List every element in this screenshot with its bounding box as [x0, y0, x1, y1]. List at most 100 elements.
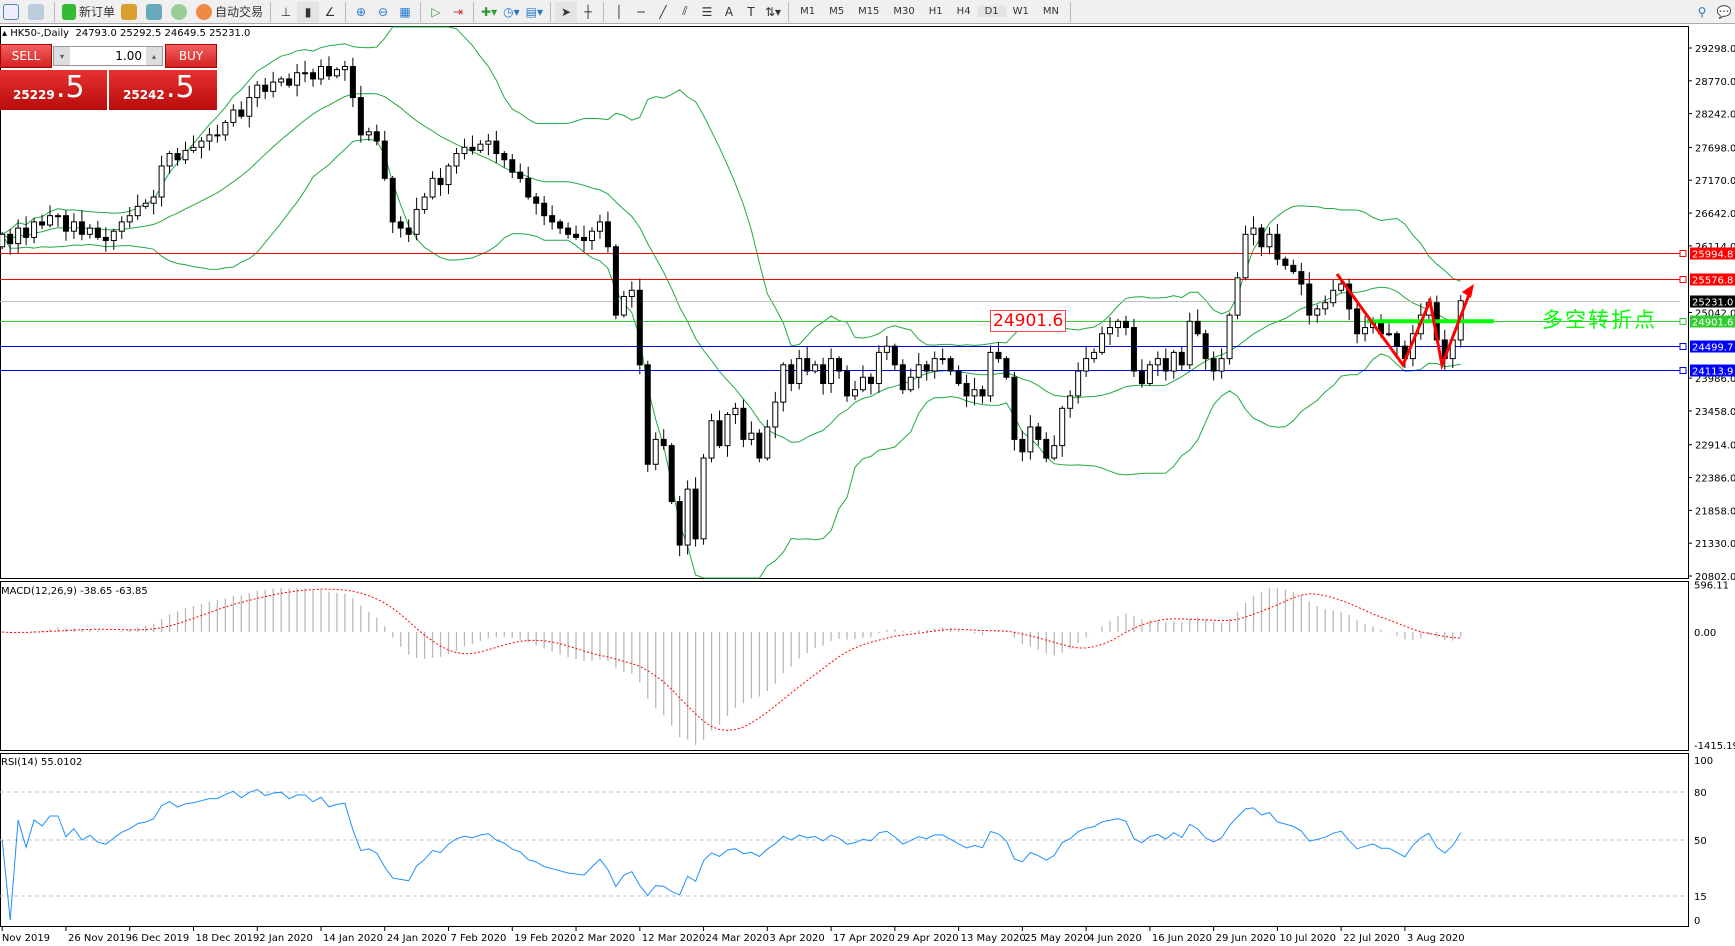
macd-axis-label: 596.11: [1694, 580, 1729, 591]
sell-price[interactable]: 25229 .5: [0, 70, 107, 110]
level-price-box: [1690, 273, 1735, 286]
timeframe-m1[interactable]: M1: [800, 6, 816, 17]
candle-bearish: [517, 171, 524, 179]
candle-bearish: [1035, 426, 1042, 440]
bar-chart-icon[interactable]: ⊥: [280, 4, 292, 19]
new-order-button[interactable]: 新订单: [59, 2, 118, 22]
periods-clock-icon[interactable]: ◷▾: [503, 4, 520, 19]
candle-bullish: [54, 215, 61, 218]
candle-bearish: [1019, 438, 1026, 453]
level-handle[interactable]: [1679, 276, 1687, 283]
candle-bullish: [318, 66, 324, 80]
date-axis-label: 26 Nov 2019: [68, 933, 132, 944]
candle-bearish: [397, 221, 404, 229]
candle-bullish: [1338, 283, 1345, 291]
candle-bullish: [883, 345, 890, 353]
candlestick-icon[interactable]: ▮: [297, 1, 320, 22]
fibonacci-icon[interactable]: ☰: [701, 4, 713, 19]
horizontal-line-icon[interactable]: ─: [637, 4, 645, 19]
sell-button[interactable]: SELL: [0, 44, 52, 68]
crosshair-icon[interactable]: ┼: [584, 4, 592, 19]
search-icon[interactable]: ⚲: [1697, 4, 1707, 19]
menu-list-icon[interactable]: [0, 2, 25, 22]
price-axis-label: 21858.0: [1695, 506, 1735, 517]
timeframe-m5[interactable]: M5: [829, 6, 845, 17]
auto-scroll-icon[interactable]: ▷: [431, 4, 441, 19]
metaeditor-icon[interactable]: [118, 2, 143, 22]
candle-bearish: [668, 445, 675, 503]
candle-bearish: [573, 233, 580, 238]
timeframe-m15[interactable]: M15: [858, 6, 880, 17]
candle-bullish: [1322, 302, 1329, 310]
zoom-out-icon[interactable]: ⊖: [378, 4, 389, 19]
zigzag-trendline[interactable]: [1335, 273, 1472, 371]
cursor-icon[interactable]: ➤: [554, 1, 577, 22]
candle-bullish: [1266, 233, 1273, 248]
chat-icon[interactable]: 💬: [1716, 4, 1732, 19]
date-axis-label: 6 Dec 2019: [132, 933, 190, 944]
chart-shift-icon[interactable]: ⇥: [453, 4, 464, 19]
candle-bullish: [1067, 395, 1074, 409]
date-axis-label: 22 Jul 2020: [1343, 933, 1400, 944]
terminal-icon[interactable]: [143, 2, 168, 22]
level-handle[interactable]: [1679, 367, 1687, 374]
timeframe-w1[interactable]: W1: [1012, 6, 1029, 17]
candle-bullish: [110, 230, 117, 242]
candle-bullish: [1250, 227, 1257, 235]
level-handle[interactable]: [1679, 318, 1687, 325]
lot-value[interactable]: 1.00: [115, 49, 142, 63]
candle-bullish: [445, 165, 452, 186]
text-label-icon[interactable]: T: [747, 4, 755, 19]
candle-bearish: [836, 358, 843, 372]
date-axis-label: 19 Feb 2020: [514, 933, 576, 944]
trendline-icon[interactable]: ╱: [659, 4, 667, 19]
bollinger-upper-band: [1, 26, 1461, 347]
candle-bullish: [732, 407, 739, 416]
candle-bullish: [15, 227, 22, 245]
candle-bullish: [0, 233, 6, 248]
indicators-icon[interactable]: ✚▾: [481, 4, 498, 19]
lot-decrease-icon[interactable]: ▾: [54, 47, 70, 65]
buy-button[interactable]: BUY: [165, 44, 217, 68]
vertical-line-icon[interactable]: │: [615, 4, 623, 19]
arrows-icon[interactable]: ⇅▾: [764, 4, 782, 19]
signals-icon[interactable]: [168, 2, 193, 22]
tile-windows-icon[interactable]: ▦: [399, 4, 411, 19]
candle-bearish: [979, 389, 986, 397]
candle-bullish: [1027, 426, 1034, 453]
auto-trading-button[interactable]: 自动交易: [193, 2, 266, 22]
price-axis-label: 23986.0: [1695, 374, 1735, 385]
date-axis-label: 29 Jun 2020: [1216, 933, 1276, 944]
price-annotation-label[interactable]: 24901.6: [990, 310, 1067, 332]
equidistant-channel-icon[interactable]: ⫽: [682, 4, 688, 18]
price-axis-label: 22386.0: [1695, 474, 1735, 485]
chart-canvas[interactable]: 29298.0 28770.0 28242.0 27698.0 27170.0 26642…: [0, 25, 1735, 946]
candle-bullish: [772, 401, 779, 428]
timeframe-mn[interactable]: MN: [1042, 6, 1059, 17]
candle-bullish: [1226, 314, 1233, 360]
candle-bullish: [270, 81, 277, 92]
lot-size-input[interactable]: ▾ 1.00 ▴: [53, 46, 163, 66]
candle-bearish: [1130, 327, 1137, 372]
text-icon[interactable]: A: [724, 4, 734, 19]
level-handle[interactable]: [1679, 250, 1687, 257]
timeframe-h1[interactable]: H1: [928, 6, 943, 17]
candle-bullish: [796, 358, 803, 384]
templates-icon[interactable]: ▤▾: [525, 4, 543, 19]
timeframe-d1[interactable]: D1: [977, 6, 1006, 17]
timeframe-m30[interactable]: M30: [893, 6, 915, 17]
candle-bullish: [700, 457, 707, 540]
market-watch-icon[interactable]: [25, 2, 50, 22]
level-handle[interactable]: [1679, 343, 1687, 350]
zoom-in-icon[interactable]: ⊕: [356, 4, 367, 19]
line-chart-icon[interactable]: ∠: [324, 4, 336, 19]
symbol-name: HK50-,Daily: [10, 28, 70, 39]
timeframe-h4[interactable]: H4: [956, 6, 971, 17]
rsi-axis-label: 80: [1694, 788, 1707, 799]
lot-increase-icon[interactable]: ▴: [146, 47, 162, 65]
candle-bearish: [1202, 333, 1209, 360]
chart-window[interactable]: 29298.0 28770.0 28242.0 27698.0 27170.0 26642…: [0, 25, 1735, 946]
buy-price[interactable]: 25242 .5: [109, 70, 217, 110]
separator: [54, 1, 55, 22]
turning-point-text[interactable]: 多空转折点: [1542, 308, 1657, 332]
